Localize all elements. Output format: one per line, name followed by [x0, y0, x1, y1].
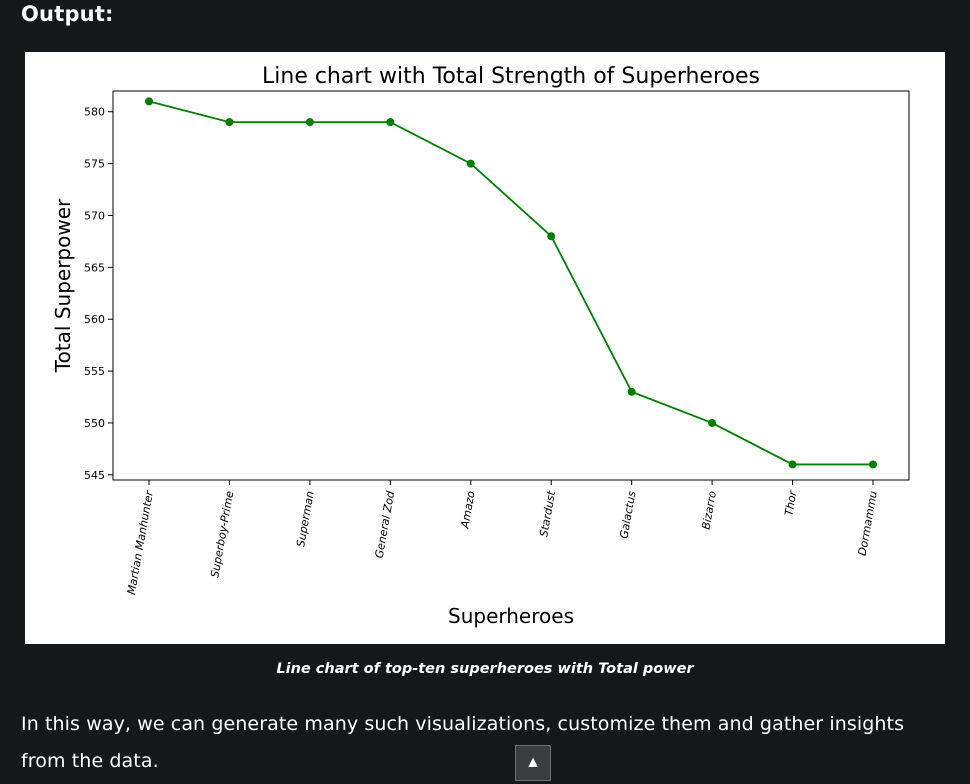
x-axis-label: Superheroes: [448, 604, 574, 628]
x-tick-label: Superboy-Prime: [208, 490, 236, 579]
data-point: [145, 97, 153, 106]
data-point: [788, 460, 797, 469]
line-chart: Line chart with Total Strength of Superh…: [51, 64, 910, 628]
data-point: [225, 118, 234, 127]
data-point: [708, 418, 717, 427]
arrow-up-icon: ▲: [525, 754, 541, 771]
x-tick-label: Martian Manhunter: [125, 489, 156, 596]
series-line: [148, 100, 873, 466]
x-tick-label: Galactus: [617, 490, 638, 540]
body-paragraph: In this way, we can generate many such v…: [21, 713, 905, 772]
y-tick-label: 560: [84, 313, 105, 326]
y-tick-label: 570: [84, 209, 105, 222]
y-tick-label: 550: [84, 417, 105, 430]
y-tick-label: 565: [84, 261, 105, 274]
data-point: [869, 460, 877, 469]
chart-title: Line chart with Total Strength of Superh…: [262, 64, 760, 89]
y-axis-label: Total Superpower: [51, 198, 75, 373]
data-point: [547, 232, 556, 241]
x-tick-label: Bizarro: [699, 490, 719, 531]
scroll-to-top-button[interactable]: ▲: [515, 745, 551, 781]
data-point: [386, 118, 395, 127]
y-tick-label: 575: [84, 158, 105, 171]
x-tick-label: Dormammu: [856, 490, 880, 557]
x-tick-label: General Zod: [373, 489, 398, 559]
chart-figure: Line chart with Total Strength of Superh…: [25, 52, 945, 644]
x-tick-label: Thor: [782, 489, 799, 517]
data-point: [305, 118, 314, 127]
y-tick-label: 555: [84, 365, 105, 378]
x-tick-label: Amazo: [458, 490, 478, 530]
y-tick-label: 580: [84, 106, 105, 119]
data-point: [627, 387, 636, 396]
y-tick-label: 545: [84, 469, 105, 482]
x-tick-label: Superman: [294, 490, 317, 548]
plot-frame: [112, 90, 910, 481]
output-label: Output:: [21, 2, 114, 26]
data-point: [466, 159, 475, 168]
x-tick-label: Stardust: [537, 489, 558, 538]
figure-caption: Line chart of top-ten superheroes with T…: [276, 661, 694, 677]
